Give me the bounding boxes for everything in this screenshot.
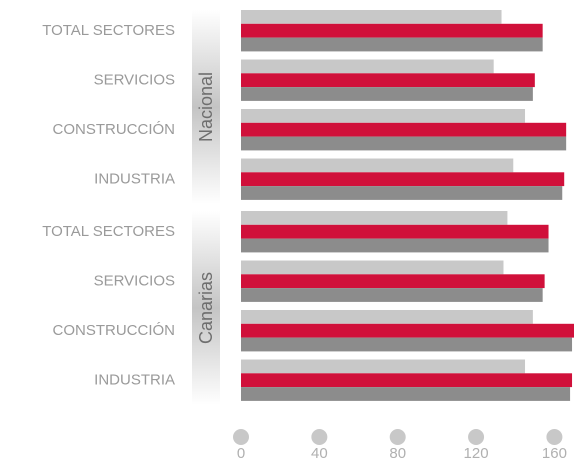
bar: [241, 37, 543, 52]
x-tick-label: 160: [542, 445, 567, 461]
bar: [241, 122, 567, 137]
category-label: SERVICIOS: [94, 71, 175, 88]
bar: [241, 288, 543, 302]
group-label: Canarias: [196, 272, 216, 344]
group-label: Nacional: [196, 72, 216, 142]
bar: [241, 172, 565, 187]
bar: [241, 23, 543, 38]
bar: [241, 387, 571, 401]
group-band: [192, 211, 220, 405]
x-tick-mark: [468, 429, 485, 445]
category-label: TOTAL SECTORES: [42, 22, 175, 39]
bar: [241, 274, 545, 289]
bar: [241, 260, 504, 275]
bar: [241, 238, 549, 253]
bar: [241, 109, 526, 123]
bar: [241, 373, 573, 388]
category-label: TOTAL SECTORES: [42, 223, 175, 240]
x-tick-mark: [233, 429, 249, 445]
bar: [241, 337, 573, 352]
category-label: CONSTRUCCIÓN: [53, 322, 176, 339]
x-tick-label: 80: [389, 445, 406, 461]
bar: [241, 186, 563, 200]
group-band: [192, 10, 220, 204]
bar: [241, 211, 508, 225]
x-tick-label: 120: [464, 445, 489, 461]
bar: [241, 59, 494, 74]
bar: [241, 224, 549, 239]
category-label: SERVICIOS: [94, 272, 175, 289]
x-tick-mark: [546, 429, 563, 445]
bar: [241, 359, 526, 374]
category-label: INDUSTRIA: [94, 371, 175, 388]
bar: [241, 323, 574, 338]
x-tick-mark: [311, 429, 328, 445]
bar: [241, 73, 535, 88]
bar: [241, 10, 502, 24]
bar: [241, 310, 533, 324]
x-tick-mark: [389, 429, 406, 445]
bar: [241, 87, 533, 101]
bar: [241, 136, 567, 151]
x-tick-label: 0: [237, 445, 245, 461]
category-label: CONSTRUCCIÓN: [53, 121, 176, 138]
bar: [241, 158, 514, 173]
x-tick-label: 40: [311, 445, 328, 461]
category-label: INDUSTRIA: [94, 170, 175, 187]
